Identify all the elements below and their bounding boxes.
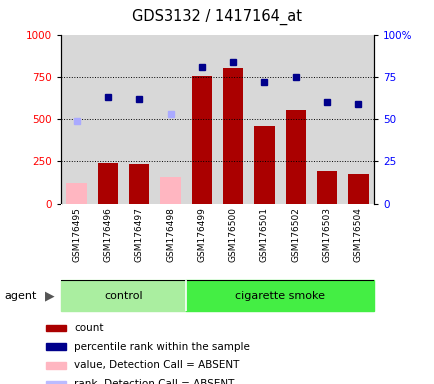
Bar xyxy=(92,35,123,204)
Bar xyxy=(248,35,279,204)
Text: GSM176495: GSM176495 xyxy=(72,207,81,262)
Text: rank, Detection Call = ABSENT: rank, Detection Call = ABSENT xyxy=(74,379,234,384)
Bar xyxy=(186,35,217,204)
Bar xyxy=(342,35,373,204)
Text: GSM176496: GSM176496 xyxy=(103,207,112,262)
Bar xyxy=(285,110,305,204)
Bar xyxy=(46,325,66,331)
Bar xyxy=(61,35,92,204)
Bar xyxy=(61,280,186,311)
Text: GSM176503: GSM176503 xyxy=(322,207,331,262)
Bar xyxy=(186,280,373,311)
Text: GSM176504: GSM176504 xyxy=(353,207,362,262)
Bar xyxy=(155,35,186,204)
Bar xyxy=(316,170,336,204)
Bar xyxy=(66,183,86,204)
Bar xyxy=(191,76,211,204)
Text: GSM176502: GSM176502 xyxy=(291,207,299,262)
Text: ▶: ▶ xyxy=(45,289,55,302)
Text: GSM176497: GSM176497 xyxy=(135,207,143,262)
Bar xyxy=(98,163,118,204)
Bar xyxy=(311,35,342,204)
Text: GSM176500: GSM176500 xyxy=(228,207,237,262)
Text: value, Detection Call = ABSENT: value, Detection Call = ABSENT xyxy=(74,361,239,371)
Text: cigarette smoke: cigarette smoke xyxy=(235,291,324,301)
Bar xyxy=(129,164,149,204)
Bar xyxy=(160,177,180,204)
Text: GSM176498: GSM176498 xyxy=(166,207,174,262)
Bar xyxy=(46,343,66,350)
Bar xyxy=(217,35,248,204)
Text: percentile rank within the sample: percentile rank within the sample xyxy=(74,342,250,352)
Text: control: control xyxy=(104,291,142,301)
Text: GSM176499: GSM176499 xyxy=(197,207,206,262)
Text: count: count xyxy=(74,323,104,333)
Bar xyxy=(254,126,274,204)
Bar xyxy=(46,381,66,384)
Bar xyxy=(348,174,368,204)
Text: GSM176501: GSM176501 xyxy=(260,207,268,262)
Bar xyxy=(123,35,155,204)
Bar xyxy=(46,362,66,369)
Text: agent: agent xyxy=(4,291,36,301)
Bar xyxy=(279,35,311,204)
Text: GDS3132 / 1417164_at: GDS3132 / 1417164_at xyxy=(132,9,302,25)
Bar xyxy=(223,68,243,204)
